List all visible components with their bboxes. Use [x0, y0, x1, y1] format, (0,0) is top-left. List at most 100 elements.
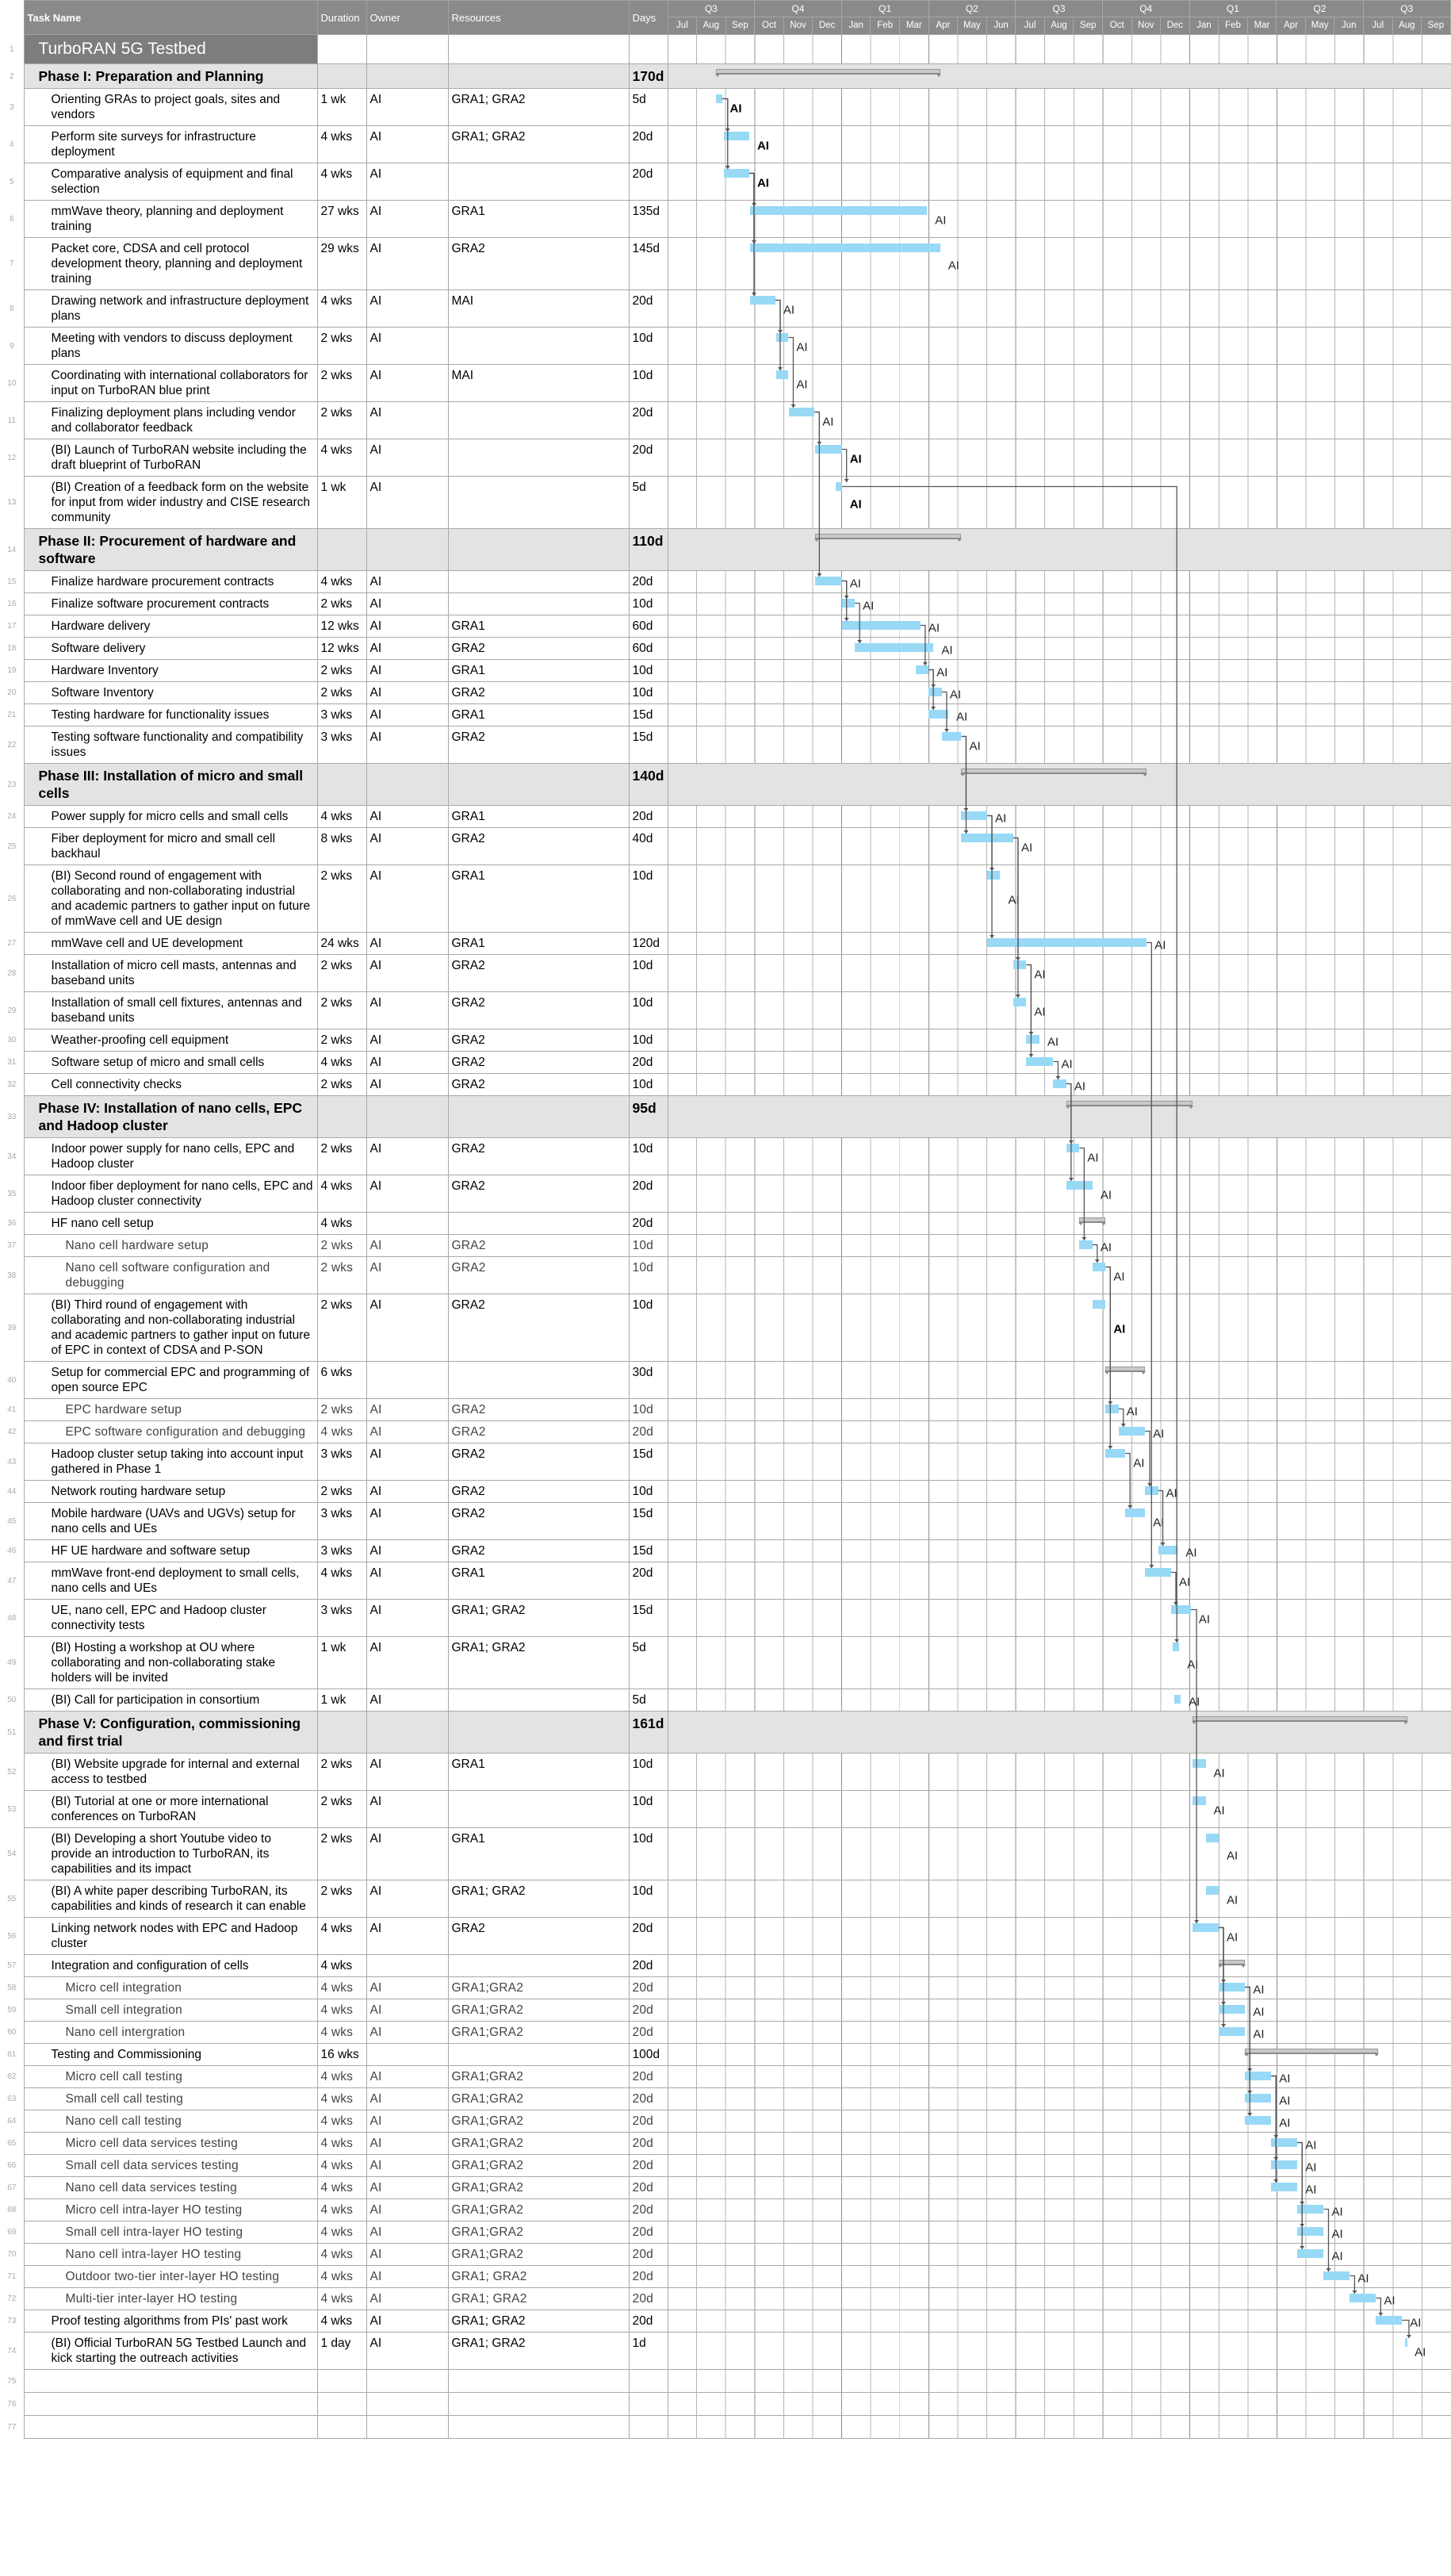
duration-cell[interactable]: 3 wks [316, 1599, 367, 1637]
task-bar[interactable] [789, 408, 815, 416]
resources-cell[interactable]: GRA1 [447, 703, 630, 726]
owner-cell[interactable]: AI [366, 805, 449, 828]
resources-cell[interactable]: GRA1;GRA2 [447, 2021, 630, 2044]
resources-cell[interactable]: GRA1;GRA2 [447, 2221, 630, 2244]
task-bar[interactable] [987, 938, 1147, 947]
task-bar[interactable] [1297, 2205, 1324, 2214]
task-row[interactable]: 46 HF UE hardware and software setup 3 wks… [0, 1539, 1451, 1562]
task-bar[interactable] [1105, 1449, 1126, 1458]
duration-cell[interactable]: 2 wks [316, 1880, 367, 1918]
owner-cell[interactable]: AI [366, 592, 449, 615]
duration-cell[interactable]: 2 wks [316, 1827, 367, 1880]
duration-cell[interactable]: 12 wks [316, 637, 367, 660]
owner-cell[interactable]: AI [366, 2265, 449, 2288]
task-row[interactable]: 72 Multi-tier inter-layer HO testing 4 wks… [0, 2287, 1451, 2310]
task-bar[interactable] [1026, 1057, 1054, 1066]
resources-cell[interactable] [447, 1212, 630, 1235]
resources-cell[interactable]: GRA2 [447, 954, 630, 992]
task-name-cell[interactable]: Integration and configuration of cells [23, 1954, 318, 1977]
task-bar[interactable] [1297, 2249, 1324, 2258]
task-row[interactable]: 75 [0, 2369, 1451, 2393]
task-row[interactable]: 53 (BI) Tutorial at one or more internati… [0, 1790, 1451, 1828]
task-name-cell[interactable]: UE, nano cell, EPC and Hadoop cluster co… [23, 1599, 318, 1637]
task-name-cell[interactable]: (BI) Launch of TurboRAN website includin… [23, 439, 318, 477]
owner-cell[interactable]: AI [366, 1175, 449, 1213]
owner-cell[interactable] [366, 1361, 449, 1399]
task-bar[interactable] [1271, 2160, 1298, 2169]
resources-cell[interactable]: GRA1 [447, 1753, 630, 1791]
resources-cell[interactable]: GRA1;GRA2 [447, 2087, 630, 2110]
duration-cell[interactable]: 4 wks [316, 2021, 367, 2044]
resources-cell[interactable]: GRA2 [447, 991, 630, 1029]
days-cell[interactable]: 140d [628, 763, 668, 806]
task-row[interactable]: 55 (BI) A white paper describing TurboRAN… [0, 1880, 1451, 1918]
summary-bar[interactable] [1244, 2049, 1379, 2057]
project-title-row[interactable]: 1 TurboRAN 5G Testbed [0, 34, 1451, 64]
task-row[interactable]: 20 Software Inventory 2 wks AI GRA2 10d AI [0, 681, 1451, 704]
owner-cell[interactable]: AI [366, 2065, 449, 2088]
resources-cell[interactable] [447, 1711, 630, 1754]
task-row[interactable]: 43 Hadoop cluster setup taking into accou… [0, 1443, 1451, 1481]
task-name-cell[interactable]: Fiber deployment for micro and small cel… [23, 827, 318, 865]
duration-cell[interactable]: 16 wks [316, 2043, 367, 2066]
resources-cell[interactable]: GRA1;GRA2 [447, 2243, 630, 2266]
resources-cell[interactable] [447, 570, 630, 593]
owner-cell[interactable] [366, 63, 449, 89]
duration-cell[interactable]: 29 wks [316, 237, 367, 290]
days-cell[interactable]: 20d [628, 289, 668, 328]
resources-cell[interactable]: MAI [447, 364, 630, 402]
days-cell[interactable]: 145d [628, 237, 668, 290]
task-row[interactable]: 42 EPC software configuration and debuggi… [0, 1420, 1451, 1443]
duration-cell[interactable]: 2 wks [316, 954, 367, 992]
duration-cell[interactable]: 4 wks [316, 439, 367, 477]
task-bar[interactable] [775, 333, 789, 342]
summary-bar[interactable] [1105, 1367, 1146, 1374]
task-bar[interactable] [1219, 2027, 1246, 2036]
resources-cell[interactable]: GRA2 [447, 1137, 630, 1175]
owner-cell[interactable]: AI [366, 2154, 449, 2177]
task-row[interactable]: 4 Perform site surveys for infrastructure… [0, 125, 1451, 163]
task-bar[interactable] [961, 811, 987, 820]
task-name-cell[interactable]: EPC hardware setup [23, 1398, 318, 1421]
owner-cell[interactable]: AI [366, 659, 449, 682]
days-cell[interactable]: 10d [628, 1137, 668, 1175]
days-cell[interactable]: 100d [628, 2043, 668, 2066]
task-name-cell[interactable]: Coordinating with international collabor… [23, 364, 318, 402]
days-cell[interactable]: 20d [628, 1562, 668, 1600]
resources-cell[interactable] [447, 763, 630, 806]
task-name-cell[interactable] [23, 2415, 318, 2439]
resources-cell[interactable] [447, 1095, 630, 1138]
duration-cell[interactable]: 1 wk [316, 88, 367, 126]
task-name-cell[interactable]: Phase III: Installation of micro and sma… [23, 763, 318, 806]
owner-cell[interactable]: AI [366, 1636, 449, 1689]
task-bar[interactable] [815, 577, 842, 585]
task-bar[interactable] [1105, 1405, 1119, 1413]
task-name-cell[interactable]: Setup for commercial EPC and programming… [23, 1361, 318, 1399]
owner-cell[interactable]: AI [366, 2087, 449, 2110]
duration-cell[interactable] [316, 2392, 367, 2416]
owner-cell[interactable]: AI [366, 703, 449, 726]
days-cell[interactable]: 10d [628, 954, 668, 992]
task-bar[interactable] [1193, 1796, 1206, 1805]
task-name-cell[interactable]: Cell connectivity checks [23, 1073, 318, 1096]
task-bar[interactable] [815, 445, 842, 454]
task-bar[interactable] [1271, 2183, 1298, 2191]
duration-cell[interactable]: 4 wks [316, 2310, 367, 2333]
task-row[interactable]: 57 Integration and configuration of cells… [0, 1954, 1451, 1977]
task-name-cell[interactable]: Nano cell call testing [23, 2110, 318, 2133]
task-name-cell[interactable]: Multi-tier inter-layer HO testing [23, 2287, 318, 2310]
days-cell[interactable]: 10d [628, 592, 668, 615]
duration-cell[interactable]: 4 wks [316, 125, 367, 163]
owner-cell[interactable]: AI [366, 476, 449, 529]
task-row[interactable]: 58 Micro cell integration 4 wks AI GRA1;GRA2… [0, 1976, 1451, 1999]
days-cell[interactable]: 135d [628, 200, 668, 238]
resources-cell[interactable]: GRA1 [447, 864, 630, 933]
owner-cell[interactable]: AI [366, 1790, 449, 1828]
task-bar[interactable] [723, 132, 749, 140]
task-name-cell[interactable]: EPC software configuration and debugging [23, 1420, 318, 1443]
days-cell[interactable]: 20d [628, 1175, 668, 1213]
days-cell[interactable]: 20d [628, 1051, 668, 1074]
task-name-cell[interactable]: mmWave cell and UE development [23, 932, 318, 955]
summary-bar[interactable] [714, 69, 941, 77]
task-row[interactable]: 36 HF nano cell setup 4 wks 20d [0, 1212, 1451, 1235]
